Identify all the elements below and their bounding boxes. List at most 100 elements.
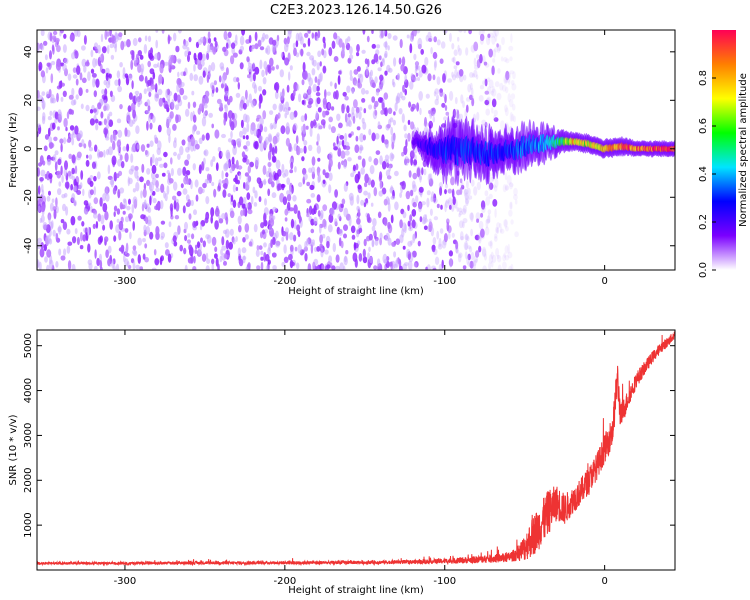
- spectrogram-cell: [105, 186, 108, 192]
- spectrogram-cell: [248, 241, 253, 247]
- spectrogram-cell: [161, 172, 166, 177]
- spectrogram-cell: [235, 236, 238, 242]
- spectrogram-cell: [387, 202, 391, 212]
- spectrogram-cell: [242, 113, 248, 123]
- spectrogram-cell: [109, 30, 112, 37]
- spectrogram-cell: [46, 249, 52, 258]
- spectrogram-cell: [373, 231, 376, 237]
- spectrogram-cell: [51, 44, 55, 52]
- spectrogram-cell: [88, 202, 92, 207]
- spectrogram-cell: [92, 57, 97, 68]
- spectrogram-cell: [157, 157, 162, 162]
- spectrogram-cell: [496, 92, 502, 101]
- spectrogram-cell: [191, 90, 195, 96]
- spectrogram-cell: [92, 108, 97, 113]
- spectrogram-cells: [37, 30, 675, 270]
- spectrogram-cell: [109, 90, 113, 98]
- spectrogram-cell: [476, 54, 480, 59]
- spectrogram-cell: [333, 32, 338, 40]
- spectrogram-cell: [228, 95, 233, 103]
- spectrogram-cell: [136, 143, 140, 150]
- spectrogram-cell: [52, 122, 56, 130]
- spectrogram-cell: [264, 198, 267, 206]
- spectrogram-cell: [246, 56, 250, 63]
- spectrogram-cell: [141, 204, 145, 212]
- spectrogram-cell: [334, 218, 338, 226]
- spectrogram-cell: [357, 155, 362, 160]
- spectrogram-cell: [390, 214, 394, 224]
- spectrogram-cell: [44, 134, 50, 140]
- spectrogram-cell: [451, 71, 454, 78]
- spectrogram-cell: [56, 170, 62, 179]
- spectrogram-cell: [324, 89, 327, 99]
- spectrogram-cell: [481, 30, 485, 35]
- spectrogram-cell: [236, 179, 240, 185]
- spectrogram-cell: [510, 113, 515, 122]
- spectrogram-cell: [284, 42, 289, 53]
- spectrogram-cell: [419, 216, 423, 223]
- spectrogram-cell: [170, 207, 173, 217]
- spectrogram-cell: [262, 89, 267, 96]
- spectrogram-cell: [370, 202, 374, 207]
- spectrogram-cell: [378, 190, 384, 197]
- spectrogram-cell: [55, 261, 59, 268]
- spectrogram-cell: [210, 215, 213, 224]
- spectrogram-cell: [349, 196, 354, 206]
- spectrogram-cell: [223, 260, 227, 266]
- spectrogram-cell: [407, 119, 411, 126]
- spectrogram-cell: [481, 246, 487, 257]
- spectrogram-cell: [237, 247, 241, 257]
- spectrogram-cell: [293, 47, 297, 57]
- spectrogram-cell: [159, 163, 164, 168]
- spectrogram-cell: [451, 188, 455, 198]
- spectrogram-cell: [200, 237, 203, 243]
- spectrogram-cell: [89, 109, 94, 114]
- spectrogram-cell: [99, 235, 103, 243]
- spectrogram-cell: [245, 140, 251, 147]
- spectrogram-cell: [163, 190, 166, 199]
- spectrogram-cell: [467, 187, 471, 196]
- snr-x-tick-label: -100: [433, 576, 456, 587]
- spectrogram-cell: [143, 88, 147, 95]
- spectrogram-cell: [160, 235, 164, 240]
- spectrogram-cell: [336, 113, 341, 122]
- spectrogram-cell: [263, 242, 267, 248]
- spectrogram-cell: [438, 182, 443, 188]
- spectrogram-cell: [381, 102, 385, 111]
- spectrogram-cell: [387, 107, 393, 115]
- spectrogram-cell: [157, 88, 163, 96]
- spectrogram-cell: [113, 211, 116, 218]
- spectrogram-cell: [214, 220, 219, 230]
- spectrogram-cell: [235, 34, 238, 44]
- spectrogram-cell: [338, 38, 343, 48]
- spectrogram-cell: [383, 259, 388, 264]
- spectrogram-cell: [316, 85, 320, 92]
- spectrogram-cell: [83, 208, 89, 215]
- spectrogram-cell: [512, 71, 516, 80]
- snr-series-line: [37, 331, 675, 567]
- spectrogram-cell: [188, 244, 193, 251]
- spectrogram-cell: [280, 183, 286, 189]
- spectrogram-cell: [267, 150, 272, 161]
- spectrogram-cell: [206, 74, 210, 83]
- spectrogram-cell: [394, 102, 398, 112]
- spectrogram-x-tick-label: -200: [273, 276, 296, 287]
- spectrogram-cell: [170, 54, 175, 64]
- spectrogram-cell: [362, 248, 366, 258]
- spectrogram-cell: [205, 37, 209, 44]
- spectrogram-cell: [58, 181, 62, 187]
- spectrogram-cell: [322, 218, 327, 228]
- spectrogram-cell: [225, 67, 229, 76]
- spectrogram-cell: [160, 220, 166, 225]
- spectrogram-cell: [44, 173, 48, 179]
- spectrogram-cell: [358, 110, 362, 120]
- spectrogram-cell: [79, 72, 83, 81]
- spectrogram-cell: [211, 84, 214, 91]
- spectrogram-cell: [232, 145, 237, 156]
- spectrogram-cell: [243, 182, 246, 189]
- spectrogram-cell: [484, 78, 488, 87]
- spectrogram-cell: [303, 92, 307, 97]
- spectrogram-cell: [371, 43, 376, 49]
- spectrogram-cell: [284, 112, 288, 119]
- spectrogram-cell: [85, 159, 90, 167]
